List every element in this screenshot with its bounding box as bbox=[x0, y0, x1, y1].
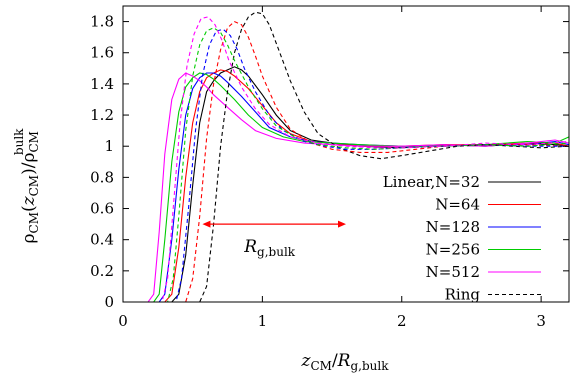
y-tick-label: 0.8 bbox=[90, 168, 114, 186]
series-line-ring bbox=[123, 11, 570, 303]
y-tick-label: 1.8 bbox=[90, 13, 114, 31]
series-line-ring-magenta bbox=[123, 16, 570, 303]
x-ticks: 0 1 2 3 bbox=[118, 6, 546, 330]
plot-frame bbox=[122, 5, 570, 303]
series-line-ring-red bbox=[123, 20, 570, 303]
series-line-ring-blue bbox=[123, 28, 569, 303]
y-tick-label: 1.6 bbox=[90, 44, 114, 62]
y-tick-label: 0.6 bbox=[90, 200, 114, 218]
x-tick-label: 3 bbox=[536, 312, 546, 330]
y-ticks: 0 0.2 0.4 0.6 0.8 1 1.2 1.4 1.6 1.8 bbox=[90, 13, 569, 311]
x-tick-label: 1 bbox=[258, 312, 268, 330]
y-tick-label: 1.4 bbox=[90, 75, 114, 93]
y-tick-label: 0 bbox=[104, 293, 114, 311]
x-axis-label: zCM/Rg,bulk bbox=[301, 351, 390, 373]
legend-label: N=128 bbox=[426, 218, 480, 236]
x-tick-label: 2 bbox=[397, 312, 407, 330]
series-line-n64 bbox=[123, 69, 570, 303]
legend: Linear,N=32 N=64 N=128 N=256 N=512 Ring bbox=[383, 173, 541, 304]
series-line-ring-green bbox=[123, 27, 570, 303]
rg-arrow-head-left bbox=[202, 220, 211, 228]
series-layer bbox=[123, 11, 570, 303]
rg-arrow-head-right bbox=[338, 220, 346, 228]
legend-label: Ring bbox=[445, 286, 481, 304]
svg-text:zCM/Rg,bulk: zCM/Rg,bulk bbox=[301, 351, 390, 373]
legend-label: N=256 bbox=[426, 241, 480, 259]
rg-annotation-label: Rg,bulk bbox=[243, 237, 296, 259]
y-tick-label: 1.2 bbox=[90, 106, 114, 124]
y-axis-label: ρCM(zCM)/ρCMbulk bbox=[12, 128, 41, 244]
y-tick-label: 0.2 bbox=[90, 262, 114, 280]
y-tick-label: 0.4 bbox=[90, 231, 114, 249]
x-tick-label: 0 bbox=[118, 312, 128, 330]
series-line-n512 bbox=[123, 72, 570, 303]
y-tick-label: 1 bbox=[104, 137, 114, 155]
legend-label: N=64 bbox=[435, 196, 480, 214]
rg-annotation: Rg,bulk bbox=[202, 220, 346, 259]
legend-label: N=512 bbox=[426, 263, 480, 281]
legend-label: Linear,N=32 bbox=[383, 173, 480, 191]
svg-text:ρCM(zCM)/ρCMbulk: ρCM(zCM)/ρCMbulk bbox=[12, 128, 41, 244]
plot-border bbox=[122, 5, 570, 303]
